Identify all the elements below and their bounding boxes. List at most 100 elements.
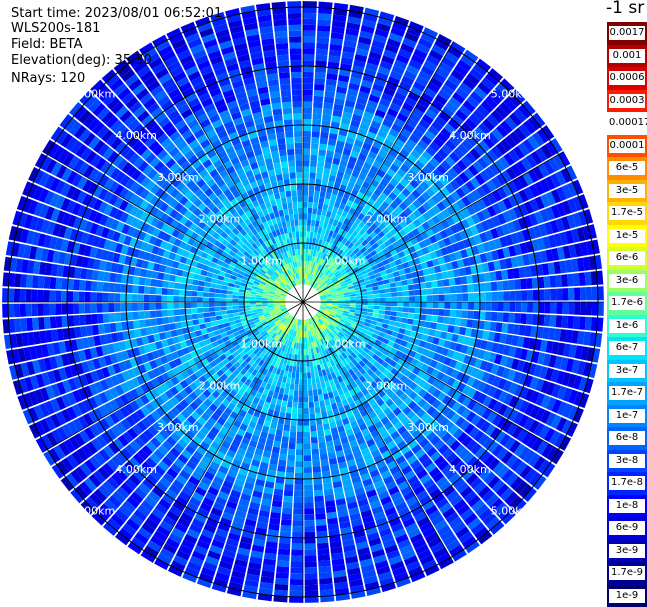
beta-gate-cell — [295, 461, 303, 468]
beta-gate-cell — [179, 308, 186, 315]
beta-gate-cell — [226, 329, 233, 336]
beta-gate-cell — [147, 370, 156, 380]
beta-gate-cell — [119, 199, 129, 211]
beta-gate-cell — [218, 327, 226, 334]
beta-gate-cell — [378, 331, 386, 338]
beta-gate-cell — [120, 303, 127, 312]
beta-gate-cell — [209, 336, 217, 343]
beta-gate-cell — [409, 133, 420, 144]
beta-gate-cell — [260, 431, 268, 439]
beta-gate-cell — [338, 515, 350, 524]
beta-gate-cell — [408, 222, 417, 231]
beta-gate-cell — [194, 512, 208, 523]
beta-gate-cell — [471, 499, 485, 512]
beta-gate-cell — [369, 260, 377, 267]
beta-gate-cell — [185, 405, 195, 415]
beta-gate-cell — [233, 331, 240, 337]
beta-gate-cell — [539, 250, 548, 263]
beta-gate-cell — [338, 266, 345, 273]
beta-gate-cell — [57, 149, 70, 164]
beta-gate-cell — [418, 379, 427, 388]
beta-gate-cell — [322, 246, 327, 254]
beta-gate-cell — [573, 316, 580, 330]
beta-gate-cell — [403, 197, 413, 207]
beta-gate-cell — [567, 315, 575, 329]
beta-gate-cell — [359, 285, 367, 290]
beta-gate-cell — [303, 337, 306, 344]
beta-gate-cell — [20, 274, 28, 288]
beta-gate-cell — [340, 57, 354, 66]
beta-gate-cell — [209, 282, 217, 289]
beta-gate-cell — [550, 189, 562, 204]
beta-gate-cell — [207, 486, 220, 497]
beta-gate-cell — [331, 163, 339, 171]
beta-gate-cell — [316, 418, 323, 426]
beta-gate-cell — [167, 288, 174, 296]
beta-gate-cell — [110, 262, 119, 273]
beta-gate-cell — [312, 237, 317, 245]
beta-gate-cell — [78, 218, 88, 231]
beta-gate-cell — [238, 305, 245, 309]
beta-gate-cell — [63, 226, 73, 240]
beta-gate-cell — [254, 278, 261, 283]
beta-gate-cell — [557, 342, 566, 356]
beta-gate-cell — [361, 291, 368, 296]
beta-gate-cell — [390, 491, 403, 501]
beta-gate-cell — [338, 235, 345, 243]
beta-gate-cell — [452, 549, 467, 562]
beta-gate-cell — [363, 13, 378, 23]
beta-gate-cell — [384, 310, 392, 316]
beta-gate-cell — [251, 314, 259, 319]
beta-gate-cell — [112, 252, 121, 263]
beta-gate-cell — [405, 496, 419, 507]
beta-gate-cell — [165, 537, 180, 550]
beta-gate-cell — [360, 311, 368, 316]
beta-gate-cell — [152, 263, 161, 272]
beta-gate-cell — [244, 307, 251, 312]
beta-gate-cell — [254, 364, 262, 372]
beta-gate-cell — [561, 184, 573, 199]
beta-gate-cell — [508, 312, 516, 323]
beta-gate-cell — [391, 522, 404, 533]
beta-gate-cell — [186, 415, 197, 425]
beta-gate-cell — [450, 456, 462, 468]
beta-gate-cell — [465, 135, 478, 148]
beta-gate-cell — [333, 200, 341, 209]
beta-gate-cell — [77, 415, 89, 429]
beta-gate-cell — [374, 77, 387, 87]
beta-gate-cell — [286, 377, 292, 384]
beta-gate-cell — [173, 238, 182, 247]
beta-gate-cell — [159, 202, 169, 213]
beta-gate-cell — [435, 497, 449, 510]
beta-gate-cell — [515, 302, 522, 313]
beta-gate-cell — [137, 250, 146, 260]
beta-gate-cell — [438, 302, 445, 309]
beta-gate-cell — [202, 297, 209, 302]
beta-gate-cell — [360, 24, 375, 34]
beta-gate-cell — [401, 465, 413, 476]
beta-gate-cell — [238, 270, 245, 276]
beta-gate-cell — [490, 110, 504, 124]
beta-gate-cell — [330, 469, 340, 477]
beta-gate-cell — [356, 275, 364, 281]
beta-gate-cell — [227, 282, 235, 288]
beta-gate-cell — [336, 274, 343, 280]
beta-gate-cell — [113, 184, 125, 196]
beta-gate-cell — [139, 327, 148, 337]
beta-gate-cell — [396, 286, 403, 292]
beta-gate-cell — [310, 366, 315, 373]
beta-gate-cell — [335, 419, 344, 428]
beta-gate-cell — [94, 381, 104, 394]
beta-gate-cell — [401, 317, 408, 324]
beta-gate-cell — [294, 378, 299, 385]
beta-gate-cell — [424, 564, 440, 577]
beta-gate-cell — [271, 315, 278, 320]
beta-gate-cell — [332, 268, 338, 275]
beta-gate-cell — [524, 388, 535, 402]
beta-gate-cell — [335, 593, 351, 602]
beta-gate-cell — [311, 323, 315, 330]
beta-gate-cell — [268, 309, 275, 313]
beta-gate-cell — [313, 275, 318, 282]
beta-gate-cell — [317, 326, 323, 333]
beta-gate-cell — [311, 213, 317, 221]
